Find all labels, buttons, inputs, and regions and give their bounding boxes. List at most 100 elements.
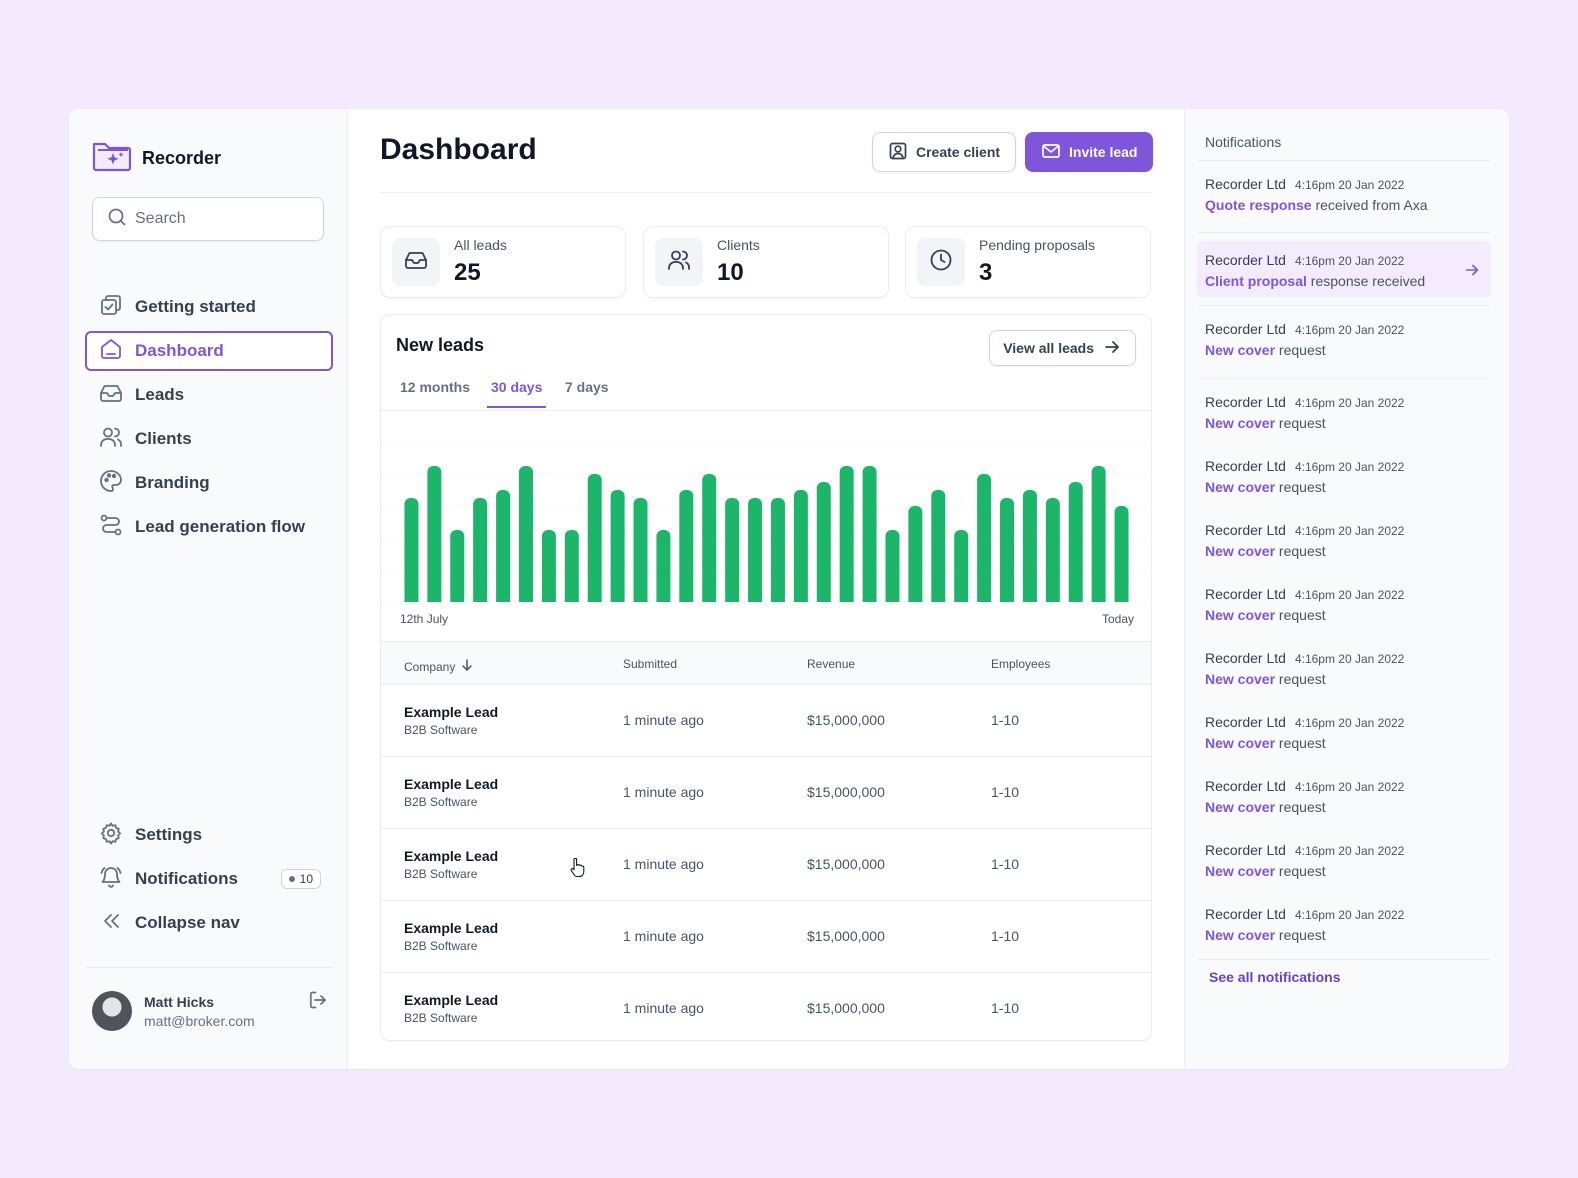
brand[interactable]: Recorder — [92, 140, 221, 177]
sidebar-item-leads[interactable]: Leads — [85, 375, 333, 415]
column-label: Company — [404, 659, 456, 674]
inbox-icon — [99, 381, 123, 410]
chart-bar[interactable] — [1000, 498, 1015, 602]
chart-bar[interactable] — [450, 530, 465, 602]
x-axis-end-label: Today — [1101, 612, 1134, 626]
sidebar-item-settings[interactable]: Settings — [85, 815, 333, 855]
table-row[interactable]: Example Lead B2B Software 1 minute ago $… — [381, 685, 1151, 757]
chart-bar[interactable] — [908, 506, 923, 602]
sidebar-item-getting-started[interactable]: Getting started — [85, 287, 333, 327]
see-all-notifications-link[interactable]: See all notifications — [1209, 969, 1341, 985]
chart-bar[interactable] — [1091, 466, 1106, 602]
sidebar-item-branding[interactable]: Branding — [85, 463, 333, 503]
notification-item[interactable]: Recorder Ltd 4:16pm 20 Jan 2022 New cove… — [1197, 306, 1491, 379]
chart-bar[interactable] — [725, 498, 740, 602]
inbox-icon — [404, 248, 428, 277]
chart-bar[interactable] — [931, 490, 946, 602]
table-row[interactable]: Example Lead B2B Software 1 minute ago $… — [381, 757, 1151, 829]
column-header-employees[interactable]: Employees — [991, 657, 1051, 671]
column-header-revenue[interactable]: Revenue — [807, 657, 856, 671]
page-title: Dashboard — [380, 133, 537, 166]
chart-bar[interactable] — [404, 498, 419, 602]
notification-item[interactable]: Recorder Ltd 4:16pm 20 Jan 2022 New cove… — [1197, 571, 1491, 635]
notification-time: 4:16pm 20 Jan 2022 — [1294, 652, 1405, 666]
employees-cell: 1-10 — [991, 784, 1020, 800]
notification-message: Quote response received from Axa — [1205, 197, 1483, 213]
create-client-button[interactable]: Create client — [872, 132, 1017, 172]
palette-icon — [99, 469, 123, 498]
column-header-submitted[interactable]: Submitted — [623, 657, 678, 671]
search-input[interactable] — [135, 210, 305, 228]
collapse-nav-button[interactable]: Collapse nav — [85, 903, 333, 943]
chart-bar[interactable] — [518, 466, 533, 602]
chart-bar[interactable] — [839, 466, 854, 602]
stat-icon-box — [392, 238, 440, 286]
chart-bar[interactable] — [633, 498, 648, 602]
view-all-leads-button[interactable]: View all leads — [989, 330, 1136, 366]
invite-lead-button[interactable]: Invite lead — [1025, 132, 1154, 172]
tab-7-days[interactable]: 7 days — [565, 379, 609, 395]
main-content: Dashboard Create client Invite lead All … — [348, 109, 1184, 1069]
stat-label: Pending proposals — [979, 237, 1095, 253]
chart-bar[interactable] — [1114, 506, 1129, 602]
tab-30-days[interactable]: 30 days — [487, 379, 547, 408]
column-header-company[interactable]: Company — [404, 657, 475, 676]
chart-bar[interactable] — [977, 474, 992, 602]
sidebar-item-clients[interactable]: Clients — [85, 419, 333, 459]
notification-header: Recorder Ltd 4:16pm 20 Jan 2022 — [1205, 586, 1483, 602]
chart-bar[interactable] — [473, 498, 488, 602]
stat-card-pending-proposals[interactable]: Pending proposals 3 — [905, 226, 1151, 298]
users-icon — [667, 248, 691, 277]
chart-bar[interactable] — [862, 466, 877, 602]
table-row[interactable]: Example Lead B2B Software 1 minute ago $… — [381, 901, 1151, 973]
search-box[interactable] — [92, 197, 324, 241]
notification-item[interactable]: Recorder Ltd 4:16pm 20 Jan 2022 New cove… — [1197, 699, 1491, 763]
chart-bar[interactable] — [793, 490, 808, 602]
chart-bar[interactable] — [656, 530, 671, 602]
notifications-count-badge: 10 — [280, 869, 321, 889]
chart-bar[interactable] — [702, 474, 717, 602]
notification-item[interactable]: Recorder Ltd 4:16pm 20 Jan 2022 Quote re… — [1197, 161, 1491, 233]
sidebar-item-lead-generation-flow[interactable]: Lead generation flow — [85, 507, 333, 547]
notification-item[interactable]: Recorder Ltd 4:16pm 20 Jan 2022 New cove… — [1197, 891, 1491, 955]
notification-highlight: New cover — [1205, 479, 1276, 495]
chart-bar[interactable] — [954, 530, 969, 602]
chart-bar[interactable] — [610, 490, 625, 602]
company-name: Example Lead — [404, 776, 499, 792]
notification-item[interactable]: Recorder Ltd 4:16pm 20 Jan 2022 New cove… — [1197, 443, 1491, 507]
chart-bar[interactable] — [427, 466, 442, 602]
notification-item[interactable]: Recorder Ltd 4:16pm 20 Jan 2022 New cove… — [1197, 827, 1491, 891]
notification-item[interactable]: Recorder Ltd 4:16pm 20 Jan 2022 New cove… — [1197, 379, 1491, 443]
notification-item-selected[interactable]: Recorder Ltd 4:16pm 20 Jan 2022 Client p… — [1197, 241, 1491, 297]
avatar[interactable] — [92, 991, 132, 1031]
notification-item[interactable]: Recorder Ltd 4:16pm 20 Jan 2022 New cove… — [1197, 763, 1491, 827]
chart-bar[interactable] — [564, 530, 579, 602]
chart-bar[interactable] — [1068, 482, 1083, 602]
chart-bar[interactable] — [770, 498, 785, 602]
chart-bar[interactable] — [1022, 490, 1037, 602]
sidebar-item-dashboard[interactable]: Dashboard — [85, 331, 333, 371]
notification-message: New cover request — [1205, 479, 1483, 495]
chart-bar[interactable] — [748, 498, 763, 602]
stat-card-all-leads[interactable]: All leads 25 — [380, 226, 626, 298]
chart-bar[interactable] — [816, 482, 831, 602]
notification-item[interactable]: Recorder Ltd 4:16pm 20 Jan 2022 New cove… — [1197, 507, 1491, 571]
chart-bar[interactable] — [541, 530, 556, 602]
chart-bar[interactable] — [1045, 498, 1060, 602]
company-cell: Example Lead B2B Software — [404, 848, 498, 881]
chart-bar[interactable] — [679, 490, 694, 602]
chart-bar[interactable] — [496, 490, 511, 602]
notification-time: 4:16pm 20 Jan 2022 — [1294, 460, 1405, 474]
notification-time: 4:16pm 20 Jan 2022 — [1294, 323, 1405, 337]
notification-rest: request — [1275, 799, 1326, 815]
chart-bar[interactable] — [587, 474, 602, 602]
chart-bar[interactable] — [885, 530, 900, 602]
logout-icon[interactable] — [308, 990, 328, 1015]
sidebar-item-notifications[interactable]: Notifications 10 — [85, 859, 333, 899]
stat-card-clients[interactable]: Clients 10 — [643, 226, 889, 298]
table-row[interactable]: Example Lead B2B Software 1 minute ago $… — [381, 973, 1151, 1040]
tab-12-months[interactable]: 12 months — [400, 379, 471, 395]
table-row[interactable]: Example Lead B2B Software 1 minute ago $… — [381, 829, 1151, 901]
arrow-right-icon[interactable] — [1463, 261, 1481, 284]
notification-item[interactable]: Recorder Ltd 4:16pm 20 Jan 2022 New cove… — [1197, 635, 1491, 699]
